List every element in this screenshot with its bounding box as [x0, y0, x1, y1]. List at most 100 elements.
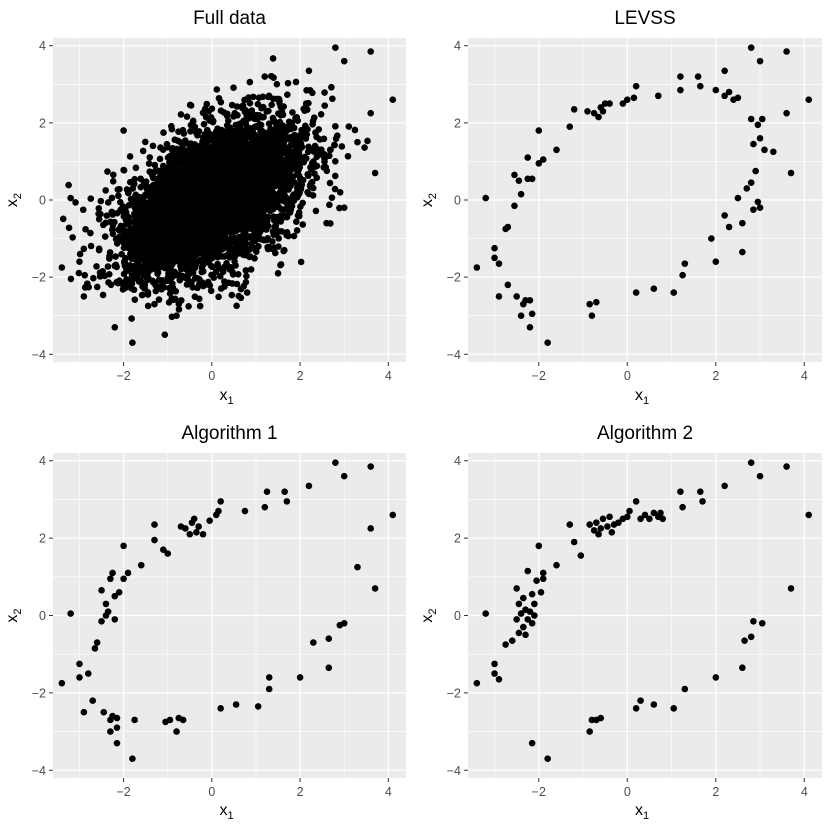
- y-tick-label: 4: [39, 39, 46, 53]
- cloud-point: [261, 145, 269, 152]
- cloud-point: [271, 161, 279, 169]
- cloud-point: [194, 157, 202, 164]
- cloud-point: [199, 249, 207, 256]
- cloud-point: [284, 79, 292, 87]
- cloud-point: [345, 123, 353, 130]
- cloud-point: [233, 302, 240, 310]
- cloud-point: [131, 175, 138, 183]
- cloud-point: [326, 179, 334, 187]
- cloud-point: [123, 186, 131, 193]
- cloud-point: [165, 183, 172, 190]
- cloud-point: [196, 230, 203, 237]
- cloud-point: [200, 120, 208, 128]
- cloud-point: [288, 202, 296, 210]
- cloud-point: [151, 161, 159, 169]
- cloud-point: [268, 101, 275, 109]
- cloud-point: [277, 183, 284, 191]
- cloud-point: [209, 117, 217, 125]
- cloud-point: [265, 107, 272, 115]
- cloud-point: [149, 277, 156, 285]
- cloud-point: [165, 272, 173, 279]
- cloud-point: [237, 190, 244, 197]
- cloud-point: [128, 315, 135, 322]
- cloud-point: [321, 155, 328, 162]
- cloud-point: [297, 258, 305, 266]
- cloud-point: [267, 149, 274, 157]
- cloud-point: [364, 137, 371, 145]
- cloud-point: [115, 192, 122, 200]
- cloud-point: [199, 267, 207, 275]
- cloud-point: [249, 93, 257, 101]
- cloud-point: [291, 151, 299, 158]
- cloud-point: [274, 177, 281, 185]
- cloud-point: [276, 152, 284, 160]
- cloud-point: [159, 242, 167, 249]
- cloud-point: [328, 194, 336, 201]
- cloud-point: [124, 221, 132, 228]
- cloud-point: [104, 199, 112, 206]
- cloud-point: [239, 102, 247, 109]
- cloud-point: [179, 189, 186, 197]
- cloud-point: [153, 231, 161, 238]
- cloud-point: [84, 280, 91, 287]
- cloud-point: [197, 142, 204, 150]
- cloud-point: [291, 179, 298, 186]
- cloud-point: [187, 128, 194, 135]
- cloud-point: [95, 215, 103, 223]
- cloud-point: [269, 238, 276, 245]
- cloud-point: [185, 302, 192, 310]
- cloud-point: [173, 246, 181, 254]
- cloud-point: [160, 129, 167, 136]
- cloud-point: [113, 278, 120, 286]
- cloud-point: [233, 140, 241, 148]
- cloud-point: [148, 222, 156, 230]
- cloud-point: [171, 169, 179, 177]
- cloud-point: [235, 126, 243, 133]
- cloud-point: [309, 121, 316, 128]
- cloud-point: [210, 274, 218, 281]
- cloud-point: [187, 140, 195, 147]
- cloud-point: [121, 284, 129, 292]
- cloud-point: [211, 226, 219, 233]
- cloud-point: [190, 162, 197, 170]
- cloud-point: [109, 178, 117, 185]
- cloud-point: [265, 176, 273, 184]
- cloud-point: [173, 189, 181, 197]
- cloud-point: [219, 245, 227, 252]
- cloud-point: [196, 302, 204, 310]
- cloud-point: [132, 221, 140, 229]
- cloud-point: [177, 111, 185, 118]
- cloud-point: [131, 296, 139, 303]
- cloud-point: [338, 143, 346, 150]
- cloud-point: [136, 268, 143, 276]
- cloud-point: [216, 137, 223, 144]
- cloud-point: [192, 168, 200, 176]
- cloud-point: [97, 210, 104, 218]
- cloud-point: [157, 211, 164, 218]
- cloud-point: [116, 198, 124, 206]
- cloud-point: [151, 255, 158, 263]
- cloud-point: [242, 267, 250, 274]
- cloud-point: [256, 134, 263, 141]
- cloud-point: [195, 193, 202, 201]
- cloud-point: [205, 162, 213, 169]
- cloud-point: [309, 89, 316, 97]
- cloud-point: [292, 78, 300, 86]
- cloud-point: [302, 122, 309, 130]
- cloud-point: [177, 150, 184, 158]
- cloud-point: [130, 286, 138, 294]
- cloud-point: [226, 146, 233, 154]
- cloud-point: [251, 255, 258, 262]
- cloud-point: [111, 218, 118, 226]
- cloud-point: [265, 92, 273, 100]
- cloud-point: [301, 153, 309, 161]
- cloud-point: [315, 126, 323, 133]
- x-tick-label: 0: [208, 369, 215, 383]
- cloud-point: [224, 184, 231, 192]
- cloud-point: [96, 269, 104, 277]
- cloud-point: [105, 279, 112, 286]
- cloud-point: [194, 284, 201, 292]
- cloud-point: [262, 158, 270, 166]
- cloud-point: [72, 199, 79, 206]
